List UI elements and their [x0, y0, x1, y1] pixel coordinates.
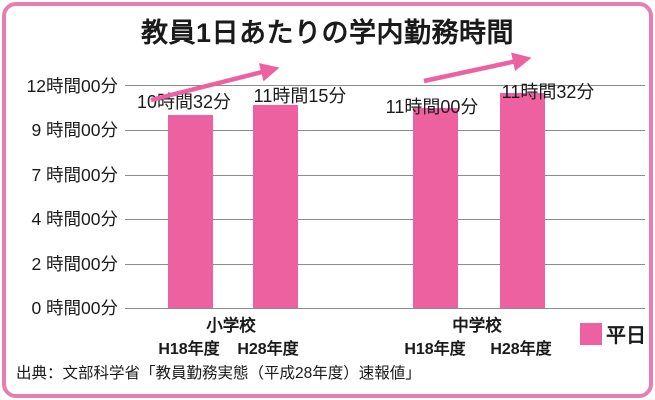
gridline	[125, 264, 645, 265]
chart-title: 教員1日あたりの学内勤務時間	[140, 18, 514, 48]
y-tick-label: 7 時間00分	[31, 165, 118, 185]
year-label: H28年度	[237, 341, 299, 358]
bar-elementary-h18	[168, 115, 213, 308]
group-label-elementary: 小学校	[206, 317, 256, 335]
gridline	[125, 219, 645, 220]
year-label: H18年度	[404, 341, 466, 358]
bar-junior-high-h28	[500, 93, 545, 308]
bar-elementary-h28	[253, 105, 298, 308]
gridline	[125, 85, 645, 86]
legend-swatch	[580, 322, 602, 345]
bar-value-label: 11時間32分	[501, 82, 595, 102]
y-tick-label: 9 時間00分	[31, 120, 118, 140]
gridline	[125, 175, 645, 176]
y-tick-label: 12時間00分	[26, 76, 118, 96]
source-note: 出典：文部科学省「教員勤務実態（平成28年度）速報値」	[16, 365, 421, 382]
gridline	[125, 308, 645, 309]
year-label: H18年度	[158, 341, 220, 358]
year-label: H28年度	[490, 341, 552, 358]
legend-label: 平日	[606, 325, 646, 347]
gridline	[125, 130, 645, 131]
bar-junior-high-h18	[413, 108, 458, 308]
group-label-junior-high: 中学校	[452, 317, 502, 335]
y-tick-label: 0 時間00分	[31, 298, 118, 318]
legend: 平日	[580, 319, 646, 348]
bar-value-label: 10時間32分	[136, 92, 232, 112]
bar-value-label: 11時間15分	[253, 86, 347, 106]
y-tick-label: 4 時間00分	[31, 209, 118, 229]
y-tick-label: 2 時間00分	[31, 254, 118, 274]
bar-value-label: 11時間00分	[385, 97, 479, 117]
